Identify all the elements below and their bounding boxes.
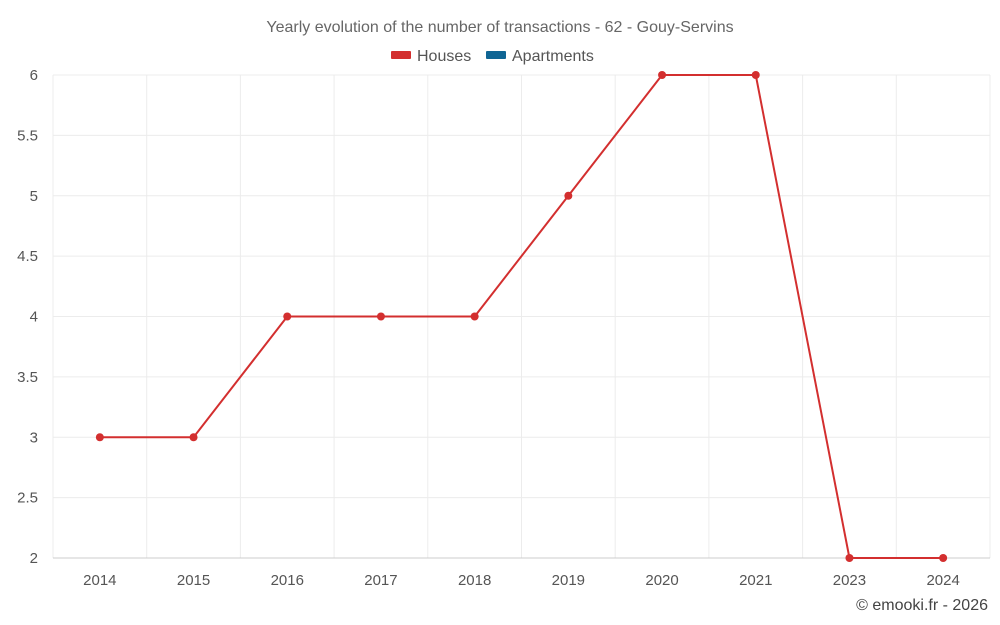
x-tick-label: 2016: [271, 572, 304, 589]
axes: 2 2.5 3 3.5 4 4.5 5 5.5 6 2014 2015 2016 2017 2018 201…: [17, 67, 990, 589]
grid: [52, 74, 991, 558]
legend-item-houses[interactable]: Houses: [391, 48, 471, 65]
x-tick-label: 2023: [833, 572, 866, 589]
data-point-houses[interactable]: [95, 433, 104, 442]
y-tick-label: 3.5: [17, 369, 38, 386]
data-point-houses[interactable]: [845, 554, 854, 562]
x-tick-label: 2020: [645, 572, 678, 589]
legend-item-apartments[interactable]: Apartments: [486, 48, 594, 65]
y-tick-label: 3: [30, 429, 38, 446]
x-tick-label: 2019: [552, 572, 585, 589]
data-point-houses[interactable]: [564, 191, 573, 200]
y-tick-label: 5: [30, 188, 38, 205]
legend-label-houses: Houses: [417, 48, 471, 65]
y-tick-label: 2: [30, 550, 38, 567]
data-point-houses[interactable]: [189, 433, 198, 442]
y-tick-label: 6: [30, 67, 38, 84]
y-tick-label: 5.5: [17, 127, 38, 144]
y-tick-label: 4: [30, 309, 38, 326]
x-tick-label: 2024: [926, 572, 959, 589]
series-line-houses: [99, 74, 944, 559]
legend-swatch-apartments: [486, 51, 506, 59]
credit-text: © emooki.fr - 2026: [856, 597, 988, 614]
legend-label-apartments: Apartments: [512, 48, 594, 65]
legend-swatch-houses: [391, 51, 411, 59]
series-houses: [95, 71, 948, 562]
x-tick-label: 2018: [458, 572, 491, 589]
y-tick-label: 4.5: [17, 248, 38, 265]
data-point-houses[interactable]: [470, 312, 479, 321]
data-point-houses[interactable]: [939, 554, 948, 562]
data-point-houses[interactable]: [658, 71, 667, 79]
x-tick-label: 2021: [739, 572, 772, 589]
y-tick-label: 2.5: [17, 490, 38, 507]
legend: Houses Apartments: [391, 48, 594, 65]
x-tick-label: 2015: [177, 572, 210, 589]
data-point-houses[interactable]: [751, 71, 760, 79]
chart-title: Yearly evolution of the number of transa…: [266, 19, 733, 36]
data-point-houses[interactable]: [376, 312, 385, 321]
data-point-houses[interactable]: [283, 312, 292, 321]
x-tick-label: 2014: [83, 572, 116, 589]
x-tick-label: 2017: [364, 572, 397, 589]
